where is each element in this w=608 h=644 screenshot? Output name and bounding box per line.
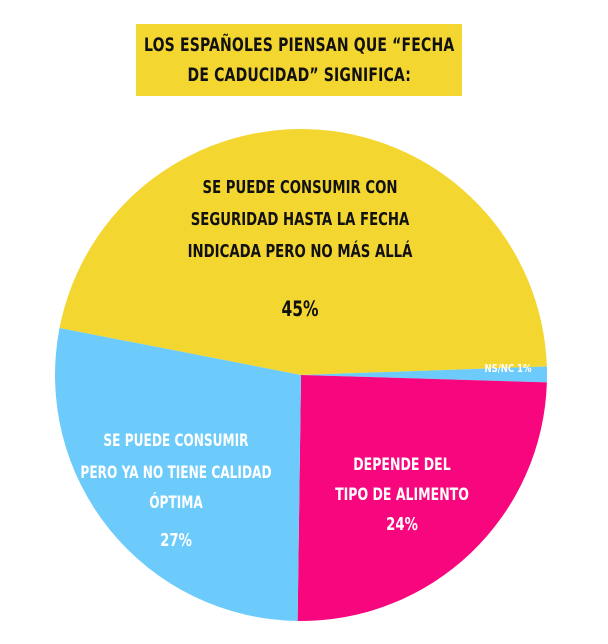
title-line-1: LOS ESPAÑOLES PIENSAN QUE “FECHA <box>143 34 455 56</box>
slice-label-line: INDICADA PERO NO MÁS ALLÁ <box>188 241 413 262</box>
pie-slice-nsnc <box>301 366 547 383</box>
slice-value-label: 27% <box>160 530 192 551</box>
pie-slice-yellow <box>59 129 547 375</box>
slice-value-label: NS/NC 1% <box>484 364 531 376</box>
slice-label-line: ÓPTIMA <box>149 492 203 513</box>
slice-label-line: TIPO DE ALIMENTO <box>335 485 469 505</box>
slice-label-line: SEGURIDAD HASTA LA FECHA <box>191 209 410 230</box>
slice-value-label: 24% <box>386 514 418 535</box>
slice-label-line: PERO YA NO TIENE CALIDAD <box>80 463 271 483</box>
title-line-2: DE CADUCIDAD” SIGNIFICA: <box>187 64 411 86</box>
slice-label-line: DEPENDE DEL <box>353 455 451 475</box>
title-banner: LOS ESPAÑOLES PIENSAN QUE “FECHA DE CADU… <box>136 24 462 96</box>
slice-label-line: SE PUEDE CONSUMIR CON <box>203 177 398 198</box>
pie-slice-magenta <box>297 375 547 622</box>
pie-slice-blue <box>54 328 301 621</box>
slice-label-line: SE PUEDE CONSUMIR <box>103 431 249 451</box>
slice-value-label: 45% <box>281 296 318 321</box>
